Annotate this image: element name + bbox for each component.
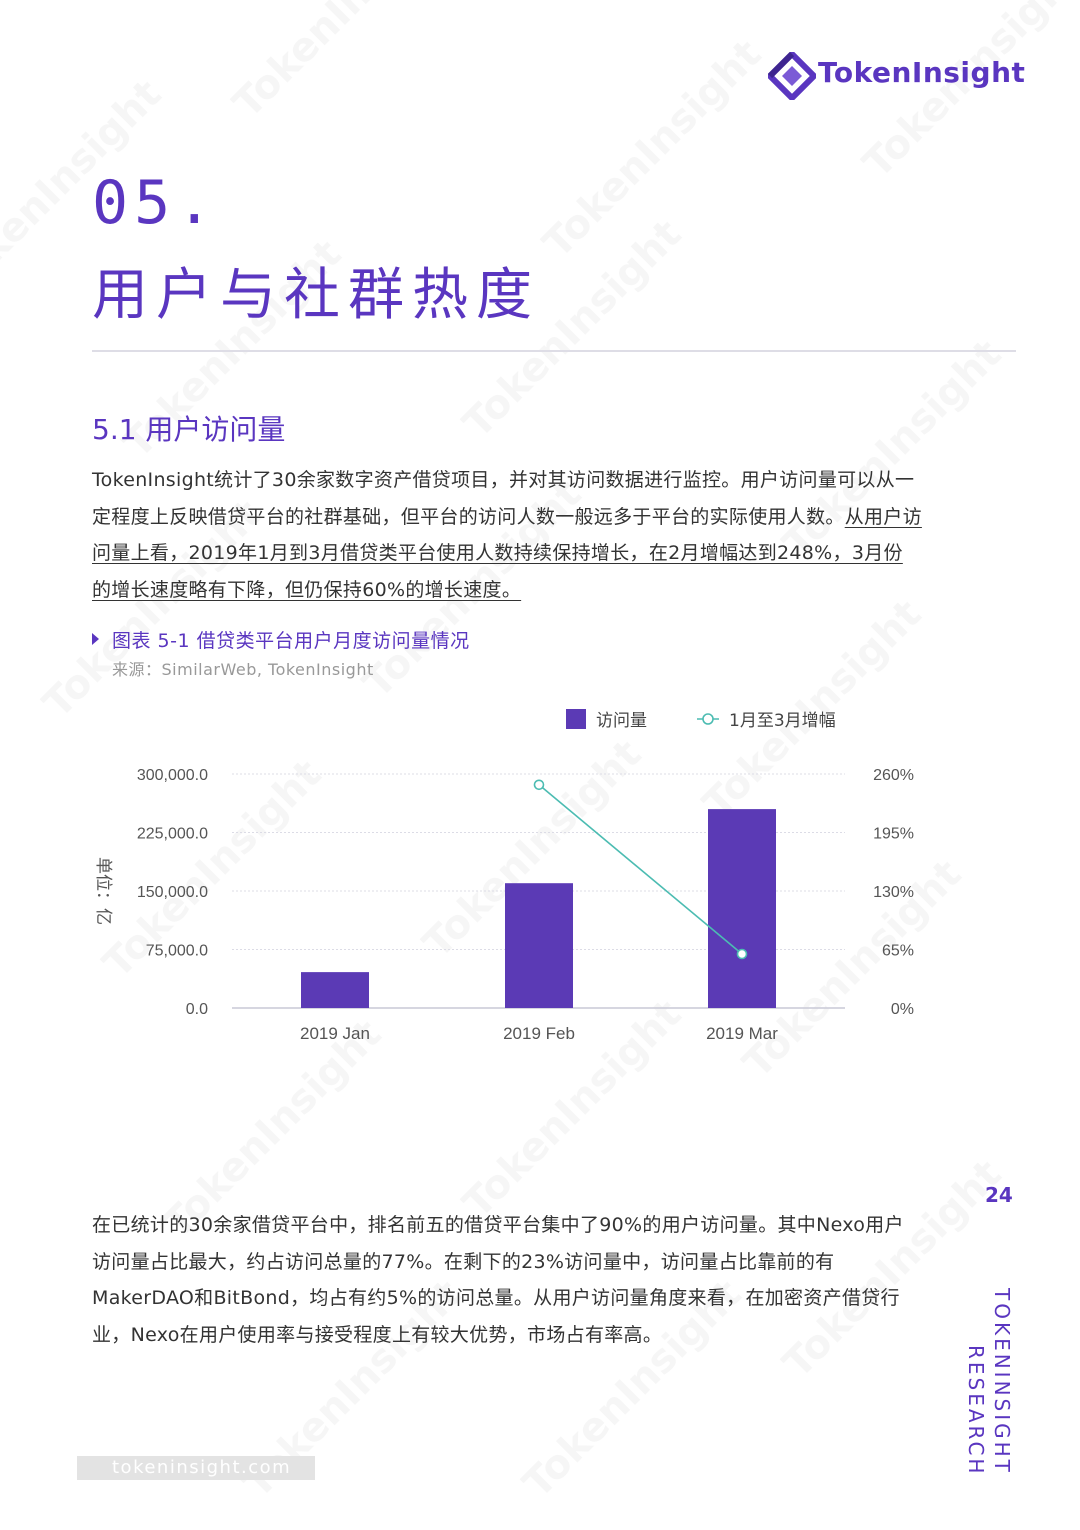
growth-point bbox=[533, 779, 545, 791]
y2-tick-label: 130% bbox=[873, 884, 914, 901]
bar bbox=[505, 883, 573, 1008]
y2-tick-label: 65% bbox=[882, 943, 914, 960]
watermark-text: TokenInsight bbox=[225, 0, 461, 127]
y-tick-label: 0.0 bbox=[186, 1001, 208, 1018]
y-tick-label: 75,000.0 bbox=[146, 943, 208, 960]
legend-swatch-marker bbox=[702, 713, 714, 725]
page-number: 24 bbox=[985, 1183, 1013, 1207]
x-tick-label: 2019 Feb bbox=[503, 1024, 575, 1043]
legend-swatch-bar bbox=[566, 709, 586, 729]
figure-caption: 图表 5-1 借贷类平台用户月度访问量情况 bbox=[112, 630, 470, 652]
growth-line bbox=[538, 784, 743, 955]
y-axis-label: 单位：亿 bbox=[93, 857, 113, 925]
visits-chart: 300,000.0 225,000.0 150,000.0 75,000.0 0.0 26… bbox=[93, 709, 914, 1043]
intro-paragraph: TokenInsight统计了30余家数字资产借贷项目，并对其访问数据进行监控。… bbox=[92, 462, 922, 608]
bar bbox=[301, 972, 369, 1008]
figure-source: 来源：SimilarWeb, TokenInsight bbox=[112, 660, 374, 679]
intro-paragraph-highlight: 从用户访问量上看，2019年1月到3月借贷类平台使用人数持续保持增长，在2月增幅… bbox=[92, 505, 922, 601]
side-label-brand: TOKENINSIGHT bbox=[990, 1288, 1014, 1475]
section-title: 用户与社群热度 bbox=[92, 263, 540, 328]
section-number: 05. bbox=[92, 168, 219, 238]
y-tick-label: 300,000.0 bbox=[137, 767, 208, 784]
x-tick-label: 2019 Jan bbox=[300, 1024, 370, 1043]
caption-triangle-icon bbox=[92, 633, 99, 645]
legend-label-bar: 访问量 bbox=[596, 711, 647, 731]
y2-tick-label: 260% bbox=[873, 767, 914, 784]
x-tick-label: 2019 Mar bbox=[706, 1024, 778, 1043]
brand-name: TokenInsight bbox=[818, 56, 1026, 89]
subsection-title: 5.1 用户访问量 bbox=[92, 413, 286, 446]
footer-url: tokeninsight.com bbox=[112, 1457, 292, 1478]
footer-bar bbox=[77, 1456, 315, 1480]
watermark-text: TokenInsight bbox=[855, 0, 1080, 187]
watermark-text: TokenInsight bbox=[535, 31, 771, 267]
y2-tick-label: 0% bbox=[891, 1001, 914, 1018]
side-label-research: RESEARCH bbox=[964, 1345, 988, 1477]
tokeninsight-logo-icon bbox=[768, 52, 816, 100]
y2-tick-label: 195% bbox=[873, 826, 914, 843]
section-divider bbox=[92, 350, 1016, 352]
growth-point bbox=[736, 948, 748, 960]
bar bbox=[708, 809, 776, 1008]
y-tick-label: 225,000.0 bbox=[137, 826, 208, 843]
intro-paragraph-text: TokenInsight统计了30余家数字资产借贷项目，并对其访问数据进行监控。… bbox=[92, 469, 915, 528]
y-tick-label: 150,000.0 bbox=[137, 884, 208, 901]
summary-paragraph: 在已统计的30余家借贷平台中，排名前五的借贷平台集中了90%的用户访问量。其中N… bbox=[92, 1214, 904, 1346]
legend-label-line: 1月至3月增幅 bbox=[729, 711, 836, 731]
